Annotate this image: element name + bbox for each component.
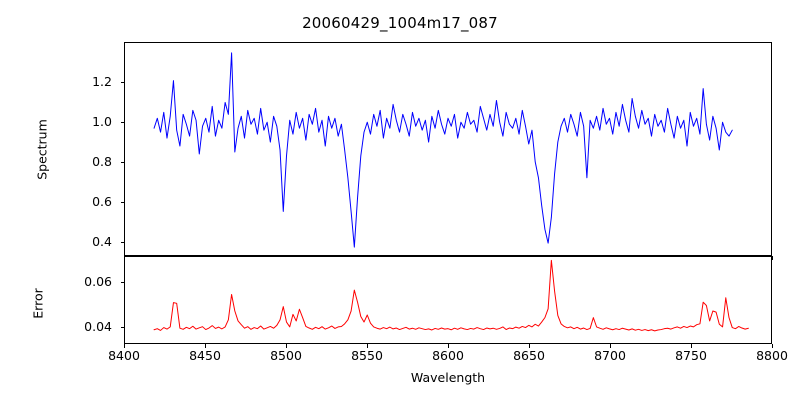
y-tick-label: 1.2 <box>92 73 112 89</box>
x-tick-label: 8450 <box>189 348 221 363</box>
error-plot-area <box>124 256 772 344</box>
figure-title: 20060429_1004m17_087 <box>302 14 498 32</box>
x-tick-label: 8650 <box>513 348 545 363</box>
x-tick-label: 8500 <box>270 348 302 363</box>
x-tick-label: 8600 <box>432 348 464 363</box>
spectrum-plot-area <box>124 42 772 256</box>
x-tick-label: 8700 <box>594 348 626 363</box>
y-tick-label: 0.6 <box>92 193 112 209</box>
x-tick-mark <box>610 344 612 348</box>
x-tick-mark <box>124 344 126 348</box>
y-tick-label: 0.8 <box>92 153 112 169</box>
y-tick-label: 0.4 <box>92 233 112 249</box>
y-tick-mark <box>120 242 124 244</box>
spectrum-polyline <box>153 52 733 248</box>
x-tick-label: 8550 <box>351 348 383 363</box>
y-tick-mark <box>120 202 124 204</box>
y-tick-label: 0.06 <box>84 273 112 289</box>
y-tick-label: 1.0 <box>92 113 112 129</box>
x-tick-mark <box>205 344 207 348</box>
y-tick-mark <box>120 122 124 124</box>
spectrum-line-series <box>153 52 733 248</box>
x-tick-mark <box>367 344 369 348</box>
spectrum-y-axis-label: Spectrum <box>34 119 50 180</box>
y-tick-mark <box>120 82 124 84</box>
y-tick-label: 0.04 <box>84 318 112 334</box>
error-line-series <box>153 259 749 332</box>
x-tick-mark <box>529 344 531 348</box>
error-polyline <box>153 259 749 332</box>
x-tick-label: 8800 <box>756 348 788 363</box>
x-tick-mark <box>286 344 288 348</box>
y-tick-mark <box>120 162 124 164</box>
error-y-axis-label: Error <box>30 288 46 319</box>
x-axis-label: Wavelength <box>410 370 486 385</box>
x-tick-mark <box>772 344 774 348</box>
x-tick-label: 8750 <box>675 348 707 363</box>
x-tick-label: 8400 <box>108 348 140 363</box>
x-tick-mark <box>448 344 450 348</box>
y-tick-mark <box>120 327 124 329</box>
x-tick-mark <box>772 256 774 260</box>
y-tick-mark <box>120 281 124 283</box>
x-tick-mark <box>691 344 693 348</box>
